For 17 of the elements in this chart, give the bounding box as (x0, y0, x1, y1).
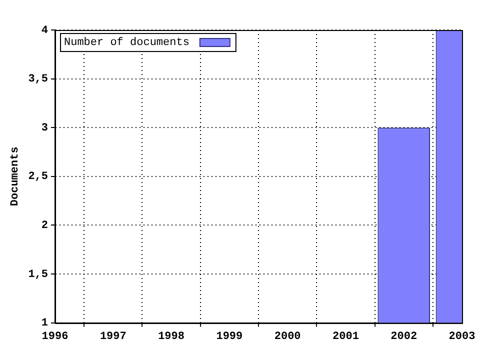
x-tick-label: 1998 (158, 331, 185, 344)
y-tick-label: 1,5 (28, 268, 48, 281)
x-tick-label: 1999 (216, 331, 243, 344)
x-tick-label: 1997 (100, 331, 126, 344)
x-tick-label: 1996 (42, 331, 68, 344)
x-tick-label: 2003 (448, 331, 476, 344)
y-tick-label: 1 (41, 318, 48, 330)
y-tick-label: 4 (41, 24, 48, 37)
x-tick-label: 2001 (332, 331, 360, 344)
y-tick-label: 2,5 (28, 171, 48, 184)
legend-label: Number of documents (64, 36, 190, 49)
y-tick-label: 3 (41, 122, 48, 134)
y-axis-title: Documents (9, 146, 22, 206)
x-tick-label: 2002 (390, 331, 418, 344)
y-tick-label: 3,5 (28, 74, 48, 86)
y-tick-label: 2 (41, 220, 48, 232)
x-tick-label: 2000 (274, 331, 301, 344)
